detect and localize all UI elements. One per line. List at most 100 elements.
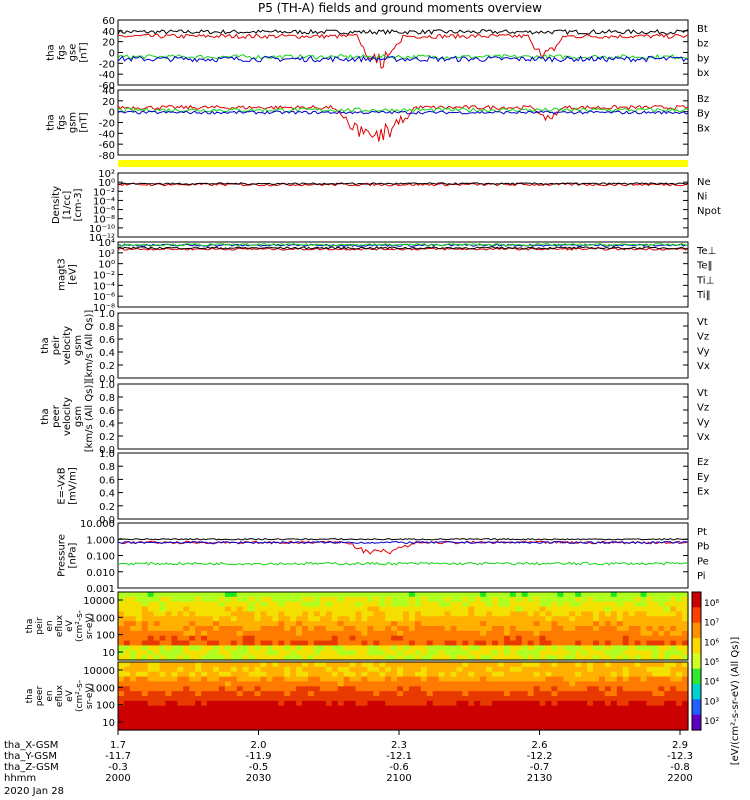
spectrogram-cell-peer_en_eflux	[581, 676, 588, 683]
spectrogram-cell-peer_en_eflux	[367, 715, 374, 721]
spectrogram-cell-peer_en_eflux	[622, 686, 630, 692]
spectrogram-cell-peer_en_eflux	[207, 710, 214, 717]
legend-pressure-Pe: Pe	[697, 556, 709, 567]
spectrogram-cell-peer_en_eflux	[319, 662, 327, 668]
spectrogram-cell-peir_en_eflux	[391, 650, 398, 656]
spectrogram-cell-peer_en_eflux	[308, 686, 315, 692]
spectrogram-cell-peir_en_eflux	[236, 640, 244, 647]
spectrogram-cell-peir_en_eflux	[503, 655, 511, 661]
spectrogram-cell-peir_en_eflux	[302, 630, 309, 637]
legend-density-Ni: Ni	[697, 191, 707, 202]
spectrogram-cell-peer_en_eflux	[486, 662, 493, 668]
spectrogram-cell-peer_en_eflux	[438, 700, 446, 707]
spectrogram-cell-peir_en_eflux	[391, 621, 398, 627]
spectrogram-cell-peir_en_eflux	[420, 611, 428, 617]
spectrogram-cell-peir_en_eflux	[468, 601, 475, 608]
spectrogram-cell-peer_en_eflux	[135, 715, 143, 721]
spectrogram-cell-peer_en_eflux	[426, 691, 434, 697]
spectrogram-cell-peer_en_eflux	[444, 720, 452, 726]
spectrogram-cell-peir_en_eflux	[135, 621, 143, 627]
spectrogram-cell-peir_en_eflux	[373, 635, 380, 642]
spectrogram-cell-peir_en_eflux	[266, 640, 273, 647]
series-line-pressure-Pt	[117, 538, 689, 541]
spectrogram-cell-peer_en_eflux	[670, 676, 677, 683]
spectrogram-cell-peir_en_eflux	[486, 630, 493, 637]
spectrogram-cell-peer_en_eflux	[141, 676, 149, 683]
spectrogram-cell-peir_en_eflux	[123, 606, 131, 613]
spectrogram-cell-peir_en_eflux	[349, 630, 357, 637]
spectrogram-cell-peer_en_eflux	[587, 700, 594, 707]
spectrogram-cell-peer_en_eflux	[123, 725, 131, 731]
spectrogram-cell-peir_en_eflux	[242, 640, 250, 647]
legend-peer_velocity-Vy: Vy	[697, 417, 710, 428]
spectrogram-cell-peir_en_eflux	[123, 640, 131, 647]
ytick-label-efield: 1.0	[99, 449, 115, 460]
spectrogram-cell-peer_en_eflux	[325, 681, 333, 687]
spectrogram-cell-peer_en_eflux	[527, 700, 535, 707]
spectrogram-cell-peer_en_eflux	[492, 666, 499, 673]
spectrogram-cell-peer_en_eflux	[343, 705, 351, 712]
spectrogram-cell-peer_en_eflux	[581, 666, 588, 673]
spectrogram-cell-peir_en_eflux	[408, 611, 416, 617]
spectrogram-cell-peir_en_eflux	[308, 611, 315, 617]
spectrogram-cell-peer_en_eflux	[135, 720, 143, 726]
spectrogram-cell-peir_en_eflux	[581, 621, 588, 627]
spectrogram-cell-peer_en_eflux	[634, 686, 642, 692]
spectrogram-cell-peir_en_eflux	[432, 630, 440, 637]
spectrogram-cell-peer_en_eflux	[604, 725, 612, 731]
spectrogram-cell-peer_en_eflux	[230, 705, 238, 712]
panel-frame-density	[117, 172, 689, 238]
spectrogram-cell-peer_en_eflux	[183, 671, 190, 678]
ytick-label-fgs_gsm: 20	[102, 97, 115, 108]
spectrogram-cell-peer_en_eflux	[456, 676, 463, 683]
spectrogram-cell-peer_en_eflux	[153, 705, 161, 712]
xtick-label-hhmm: 2100	[386, 773, 411, 784]
spectrogram-cell-peir_en_eflux	[598, 596, 606, 603]
spectrogram-cell-peer_en_eflux	[147, 720, 155, 726]
spectrogram-cell-peir_en_eflux	[616, 626, 624, 632]
spectrogram-cell-peir_en_eflux	[676, 606, 683, 613]
spectrogram-cell-peer_en_eflux	[598, 705, 606, 712]
ylabel-density: [1/cc]	[62, 191, 73, 220]
spectrogram-cell-peir_en_eflux	[682, 645, 689, 651]
spectrogram-cell-peir_en_eflux	[260, 621, 268, 627]
spectrogram-cell-peir_en_eflux	[509, 655, 517, 661]
spectrogram-cell-peir_en_eflux	[129, 611, 137, 617]
spectrogram-cell-peer_en_eflux	[450, 691, 458, 697]
spectrogram-cell-peir_en_eflux	[141, 606, 149, 613]
spectrogram-cell-peir_en_eflux	[278, 655, 285, 661]
spectrogram-cell-peir_en_eflux	[397, 621, 404, 627]
spectrogram-cell-peir_en_eflux	[670, 606, 677, 613]
spectrogram-cell-peir_en_eflux	[628, 592, 636, 598]
spectrogram-cell-peir_en_eflux	[118, 655, 125, 661]
spectrogram-cell-peir_en_eflux	[313, 616, 321, 622]
spectrogram-cell-peer_en_eflux	[420, 666, 428, 673]
spectrogram-cell-peer_en_eflux	[201, 696, 208, 702]
xtick-label-hhmm: 2200	[667, 773, 692, 784]
spectrogram-cell-peir_en_eflux	[593, 611, 600, 617]
spectrogram-cell-peir_en_eflux	[195, 626, 202, 632]
spectrogram-cell-peir_en_eflux	[438, 611, 446, 617]
spectrogram-cell-peer_en_eflux	[444, 681, 452, 687]
spectrogram-cell-peir_en_eflux	[408, 606, 416, 613]
spectrogram-cell-peer_en_eflux	[414, 681, 422, 687]
spectrogram-cell-peer_en_eflux	[480, 671, 487, 678]
spectrogram-cell-peir_en_eflux	[379, 635, 386, 642]
spectrogram-cell-peir_en_eflux	[331, 616, 339, 622]
spectrogram-cell-peir_en_eflux	[581, 640, 588, 647]
spectrogram-cell-peir_en_eflux	[397, 655, 404, 661]
spectrogram-cell-peer_en_eflux	[272, 715, 279, 721]
spectrogram-cell-peer_en_eflux	[379, 691, 386, 697]
spectrogram-cell-peir_en_eflux	[337, 640, 345, 647]
spectrogram-cell-peir_en_eflux	[141, 630, 149, 637]
spectrogram-cell-peer_en_eflux	[230, 720, 238, 726]
spectrogram-cell-peir_en_eflux	[183, 635, 190, 642]
spectrogram-cell-peir_en_eflux	[213, 592, 220, 598]
spectrogram-cell-peer_en_eflux	[545, 681, 553, 687]
colorbar-tick-label: 10⁵	[704, 658, 719, 668]
spectrogram-cell-peir_en_eflux	[593, 630, 600, 637]
spectrogram-cell-peer_en_eflux	[141, 696, 149, 702]
spectrogram-cell-peer_en_eflux	[379, 671, 386, 678]
spectrogram-cell-peer_en_eflux	[438, 720, 446, 726]
spectrogram-cell-peer_en_eflux	[682, 715, 689, 721]
